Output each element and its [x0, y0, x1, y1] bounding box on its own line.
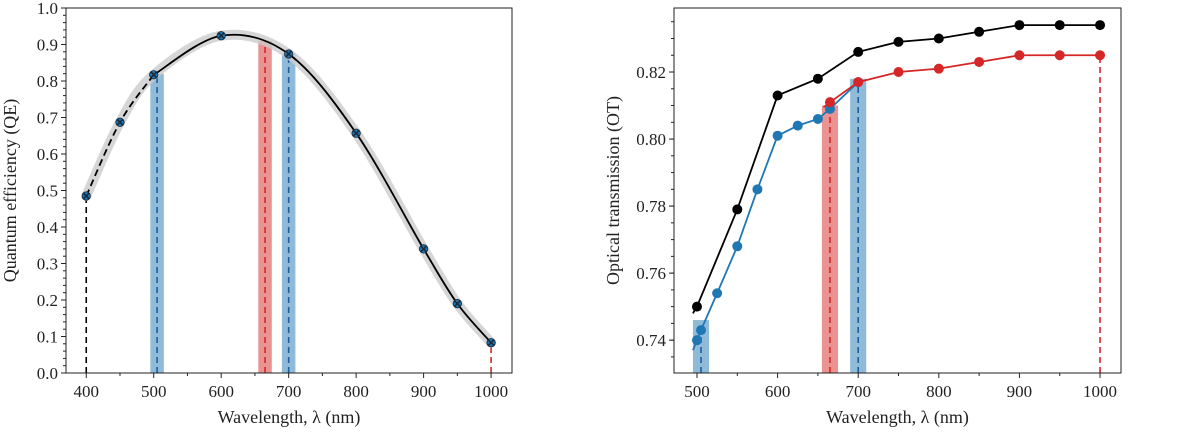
y-tick-label: 0.4 [37, 218, 59, 237]
x-tick-label: 700 [845, 382, 871, 401]
data-point [691, 301, 702, 312]
data-point [893, 36, 904, 47]
data-point [1095, 20, 1106, 31]
x-tick-label: 500 [141, 382, 167, 401]
data-point [853, 46, 864, 57]
y-tick-label: 0.8 [37, 72, 58, 91]
x-marker-icon [150, 71, 158, 79]
wavelength-band [692, 320, 710, 373]
ot-chart: 500 600 700 800 900 1000 0.74 0.76 0.78 0.80 0.82 W… [603, 7, 1122, 428]
series-line [692, 24, 1101, 314]
data-point [696, 325, 707, 336]
data-point [691, 335, 702, 346]
data-point [824, 97, 835, 108]
wavelength-band [850, 78, 867, 373]
y-tick-label: 0.3 [37, 255, 58, 274]
y-tick-label: 0.7 [37, 109, 59, 128]
x-tick-label: 600 [765, 382, 791, 401]
x-tick-label: 1000 [1083, 382, 1117, 401]
data-point [853, 77, 864, 88]
y-tick-label: 1.0 [37, 0, 58, 18]
data-point-x-marker [284, 49, 294, 59]
data-point [1095, 50, 1106, 61]
data-point [732, 241, 743, 252]
y-tick-label: 0.1 [37, 328, 58, 347]
y-tick-label: 0.9 [37, 36, 58, 55]
x-tick-label: 900 [411, 382, 437, 401]
x-axis-label: Wavelength, λ (nm) [826, 407, 969, 428]
x-marker-icon [217, 32, 225, 40]
data-point [933, 63, 944, 74]
y-tick-label: 0.82 [636, 63, 666, 82]
x-marker-icon [420, 245, 428, 253]
data-point [1014, 20, 1025, 31]
x-tick-label: 900 [1007, 382, 1033, 401]
data-point [712, 288, 723, 299]
y-axis-label: Quantum efficiency (QE) [0, 99, 21, 283]
y-tick-label: 0.76 [636, 264, 666, 283]
y-tick-label: 0.0 [37, 364, 58, 383]
x-tick-label: 600 [208, 382, 234, 401]
x-axis-label: Wavelength, λ (nm) [218, 407, 361, 428]
data-point [772, 90, 783, 101]
data-point [732, 204, 743, 215]
data-point [812, 113, 823, 124]
x-tick-label: 1000 [474, 382, 508, 401]
x-tick-label: 400 [73, 382, 99, 401]
y-tick-label: 0.74 [636, 331, 666, 350]
data-point-x-marker [81, 191, 91, 201]
x-tick-label: 700 [276, 382, 302, 401]
y-tick-label: 0.78 [636, 197, 666, 216]
data-point [974, 26, 985, 37]
data-point [772, 130, 783, 141]
data-point [933, 33, 944, 44]
data-point-x-marker [419, 244, 429, 254]
data-point-x-marker [149, 70, 159, 80]
data-point-x-marker [351, 128, 361, 138]
data-point-x-marker [216, 31, 226, 41]
axes-frame [673, 7, 1122, 374]
y-axis-label: Optical transmission (OT) [603, 96, 624, 285]
data-point [792, 120, 803, 131]
x-marker-icon [453, 300, 461, 308]
x-tick-label: 800 [343, 382, 369, 401]
wavelength-band [281, 53, 296, 373]
data-point-x-marker [452, 299, 462, 309]
y-tick-label: 0.6 [37, 145, 58, 164]
y-tick-label: 0.2 [37, 291, 58, 310]
x-marker-icon [82, 192, 90, 200]
data-point [812, 73, 823, 84]
data-point [1014, 50, 1025, 61]
wavelength-band [150, 73, 164, 373]
x-marker-icon [285, 50, 293, 58]
data-point [974, 56, 985, 67]
wavelength-band [258, 40, 272, 373]
x-marker-icon [116, 118, 124, 126]
y-tick-label: 0.80 [636, 130, 666, 149]
y-tick-label: 0.5 [37, 182, 58, 201]
data-point [893, 67, 904, 78]
x-tick-label: 800 [926, 382, 952, 401]
x-marker-icon [352, 129, 360, 137]
data-point-x-marker [486, 338, 496, 348]
data-point [752, 184, 763, 195]
x-marker-icon [487, 339, 495, 347]
x-tick-label: 500 [684, 382, 710, 401]
qe-chart: 400 500 600 700 800 900 1000 0.0 0.1 0.2 0.3 0.4 0.5… [0, 0, 513, 428]
data-point-x-marker [115, 117, 125, 127]
data-point [1054, 50, 1065, 61]
data-point [1054, 20, 1065, 31]
